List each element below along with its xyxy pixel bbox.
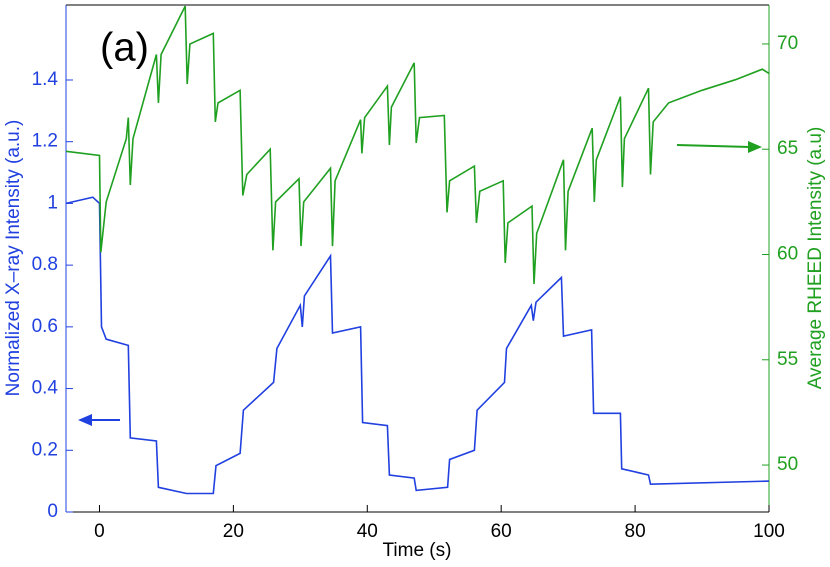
y-tick-label: 0 [47, 501, 58, 522]
y2-tick-label: 60 [777, 244, 798, 265]
x-tick-label: 20 [223, 521, 244, 542]
series-line [65, 196, 770, 495]
y2-tick-label: 70 [777, 33, 798, 54]
x-axis-label: Time (s) [383, 540, 452, 561]
arrow-head [748, 141, 762, 153]
y-tick-label: 1.2 [32, 131, 58, 152]
y2-tick-label: 65 [777, 138, 798, 159]
y-tick-label: 0.2 [32, 439, 58, 460]
x-tick-label: 100 [753, 521, 785, 542]
y2-axis-label: Average RHEED Intensity (a.u) [805, 127, 826, 390]
series-line [65, 5, 770, 285]
y-tick-label: 0.6 [32, 316, 58, 337]
annotation: (a) [100, 26, 149, 70]
y2-tick-label: 50 [777, 454, 798, 475]
y-tick-label: 1 [47, 192, 58, 213]
y-tick-label: 1.4 [32, 69, 59, 90]
x-tick-label: 60 [491, 521, 512, 542]
y-axis-label: Normalized X–ray Intensity (a.u.) [3, 120, 24, 397]
x-tick-label: 80 [625, 521, 646, 542]
x-tick-label: 0 [94, 521, 105, 542]
y-tick-label: 0.4 [32, 378, 59, 399]
arrow-head [78, 414, 92, 426]
y2-tick-label: 55 [777, 349, 798, 370]
y-tick-label: 0.8 [32, 254, 58, 275]
arrow [676, 144, 751, 148]
x-tick-label: 40 [357, 521, 378, 542]
